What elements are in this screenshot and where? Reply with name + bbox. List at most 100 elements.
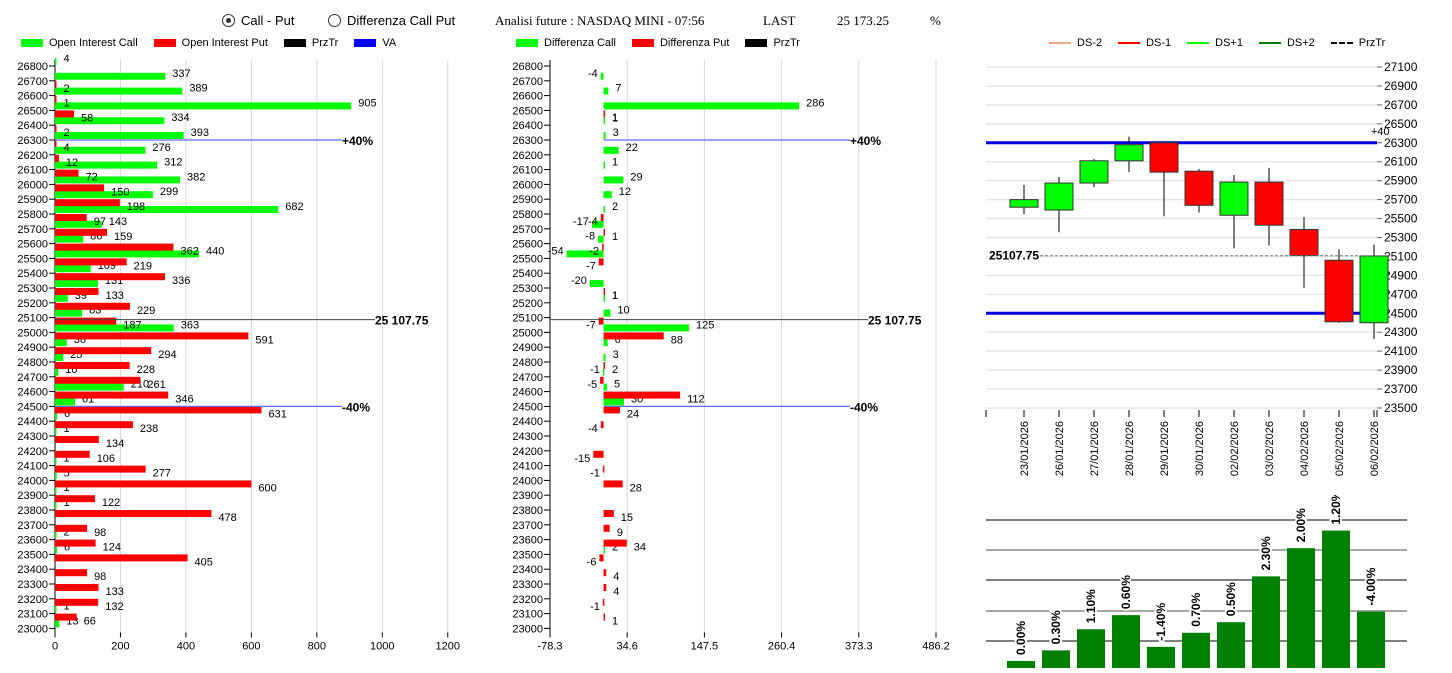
put-bar: [55, 140, 57, 147]
call-bar: [55, 87, 183, 95]
y-tick-label: 25500: [1384, 212, 1418, 226]
call-bar: [55, 72, 166, 80]
call-value-label: 1: [612, 290, 618, 302]
put-bar: [55, 347, 152, 355]
put-bar: [55, 539, 96, 547]
legend-swatch: [516, 39, 538, 47]
y-tick-label: 25700: [17, 224, 48, 236]
y-tick-label: 24300: [17, 431, 48, 443]
put-value-label: 133: [106, 290, 124, 302]
y-tick-label: 23500: [1384, 401, 1418, 415]
put-bar: [603, 613, 606, 621]
y-tick-label: 26400: [512, 120, 543, 132]
y-tick-label: 24500: [1384, 306, 1418, 320]
put-value-label: -2: [589, 246, 599, 258]
put-value-label: 97: [94, 216, 106, 228]
call-value-label: 22: [626, 142, 638, 154]
y-tick-label: 23400: [512, 564, 543, 576]
x-tick-label: 23/01/2026: [1019, 421, 1031, 476]
y-tick-label: 25700: [512, 224, 543, 236]
call-bar: [55, 383, 124, 391]
legend-swatch: [354, 39, 377, 47]
put-value-label: 132: [105, 601, 123, 613]
call-bar: [55, 502, 57, 509]
put-value-label: 228: [137, 364, 155, 376]
daily-percent-chart: %0.00%0.30%1.10%0.60%-1.40%0.70%0.50%2.3…: [986, 495, 1407, 668]
x-tick-label: 03/02/2026: [1264, 421, 1276, 476]
y-tick-label: 26200: [512, 150, 543, 162]
put-value-label: 2: [64, 127, 70, 139]
candle-up: [1219, 181, 1249, 216]
x-tick-label: 04/02/2026: [1299, 421, 1311, 476]
legend-item-ds+2: DS+2: [1258, 37, 1315, 49]
pct-bar: [1147, 646, 1175, 668]
put-bar: [602, 465, 605, 473]
put-value-label: 98: [94, 571, 106, 583]
last-label: LAST: [763, 13, 796, 28]
put-value-label: 1: [612, 616, 618, 628]
candle-down: [1149, 142, 1179, 173]
x-tick-label: 30/01/2026: [1194, 421, 1206, 476]
call-bar: [55, 294, 68, 302]
x-tick-label: 02/02/2026: [1229, 421, 1241, 476]
candle-up: [1009, 199, 1039, 208]
y-tick-label: 24000: [17, 475, 48, 487]
legend-candles: DS-2 DS-1 DS+1 DS+2 PrzTr: [1049, 37, 1401, 49]
y-tick-label: 24500: [512, 401, 543, 413]
call-bar: [55, 265, 91, 273]
legend-item-diff-call: Differenza Call: [516, 37, 616, 49]
call-bar: [55, 102, 352, 110]
call-value-label: 7: [615, 83, 621, 95]
percent-label: %: [930, 13, 941, 28]
call-value-label: 125: [696, 319, 714, 331]
call-bar: [55, 206, 279, 213]
pct-bar: [1252, 576, 1280, 668]
radio-indicator-selected: [222, 14, 235, 27]
call-bar: [55, 220, 102, 228]
legend-label: Open Interest Put: [181, 37, 268, 49]
call-bar: [602, 368, 605, 376]
radio-differenza-call-put[interactable]: Differenza Call Put: [328, 13, 455, 28]
put-value-label: 478: [218, 512, 236, 524]
put-value-label: 346: [175, 394, 193, 406]
put-value-label: 112: [687, 394, 705, 406]
call-value-label: 1: [64, 423, 70, 435]
x-tick-label: 486.2: [922, 640, 950, 652]
call-bar: [603, 294, 606, 302]
y-tick-label: 24800: [512, 357, 543, 369]
y-tick-label: 23100: [17, 609, 48, 621]
put-bar: [600, 214, 604, 221]
y-tick-label: 25900: [1384, 174, 1418, 188]
y-tick-label: 23500: [512, 549, 543, 561]
call-value-label: 6: [64, 408, 70, 420]
call-bar: [55, 324, 174, 332]
call-value-label: 1: [64, 453, 70, 465]
candle-up: [1359, 255, 1389, 324]
va-label: +40%: [850, 134, 881, 148]
y-tick-label: 25000: [512, 327, 543, 339]
put-bar: [55, 391, 169, 399]
y-tick-label: 25200: [512, 298, 543, 310]
put-value-label: 187: [123, 320, 141, 332]
call-bar: [55, 472, 57, 480]
call-bar: [55, 117, 165, 125]
pct-value-label: 0.70%: [1189, 592, 1203, 626]
legend-item-diff-put: Differenza Put: [631, 37, 729, 49]
y-tick-label: 26700: [512, 76, 543, 88]
put-value-label: 124: [103, 542, 121, 554]
y-tick-label: 26900: [1384, 79, 1418, 93]
candlestick-chart: 27100 26900 26700 26500 26300 26100 25900 25700…: [985, 60, 1418, 476]
put-value-label: 4: [613, 586, 619, 598]
y-tick-label: 25800: [17, 209, 48, 221]
radio-call-put[interactable]: Call - Put: [222, 13, 294, 28]
pct-value-label: -1.40%: [1154, 603, 1168, 641]
put-bar: [602, 598, 605, 606]
y-tick-label: 23900: [512, 490, 543, 502]
y-tick-label: 26300: [1384, 136, 1418, 150]
y-tick-label: 24100: [17, 461, 48, 473]
prztr-label: 25107.75: [989, 249, 1039, 263]
y-tick-label: 25100: [17, 313, 48, 325]
put-bar: [55, 169, 79, 177]
call-value-label: 29: [630, 171, 642, 183]
y-tick-label: 24200: [17, 446, 48, 458]
